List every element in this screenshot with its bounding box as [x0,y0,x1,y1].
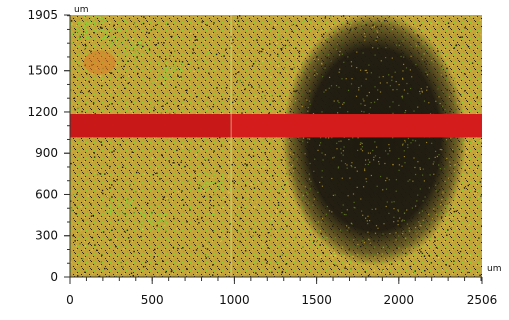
y-axis-ticks: 0 300 600 900 1200 1500 1905 [27,8,70,284]
highlight-band-right [231,114,482,138]
y-tick-label: 1500 [27,64,58,78]
x-tick-label: 500 [141,293,164,307]
x-tick-label: 2000 [384,293,415,307]
highlight-band-left [70,114,232,138]
dark-region [282,15,467,266]
x-tick-label: 1000 [219,293,250,307]
x-tick-label: 1500 [301,293,332,307]
y-tick-label: 1905 [27,8,58,22]
y-tick-label: 300 [35,229,58,243]
y-tick-label: 0 [50,270,58,284]
x-tick-label: 2506 [467,293,498,307]
y-tick-label: 900 [35,146,58,160]
x-unit-label: um [487,264,501,274]
y-unit-label: um [74,5,88,15]
x-tick-label: 0 [66,293,74,307]
y-tick-label: 600 [35,187,58,201]
plot-area [70,15,482,277]
y-tick-label: 1200 [27,105,58,119]
x-axis-ticks: 0 500 1000 1500 2000 2506 [66,277,497,307]
